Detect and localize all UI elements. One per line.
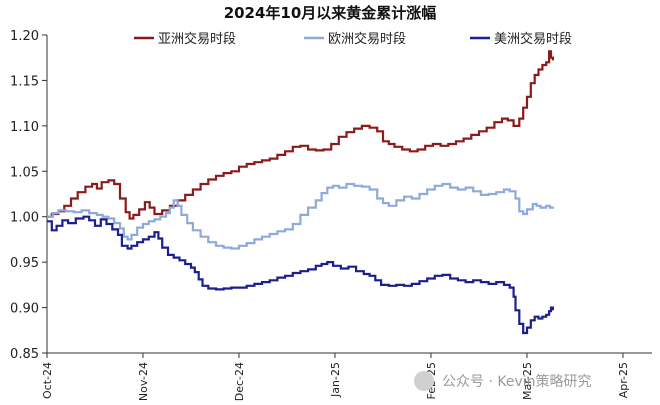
watermark-icon <box>414 371 434 391</box>
series-line-2 <box>47 182 554 250</box>
x-tick-label: Oct-24 <box>41 362 54 399</box>
y-tick-label: 1.15 <box>10 74 39 89</box>
x-tick-label: Mar-25 <box>521 362 534 400</box>
y-tick-label: 1.20 <box>10 29 39 44</box>
y-tick-label: 1.00 <box>10 211 39 226</box>
watermark: 公众号 · Kevin策略研究 <box>414 371 592 391</box>
series-line-1 <box>47 50 554 220</box>
watermark-text: 公众号 · Kevin策略研究 <box>442 373 592 390</box>
y-tick-label: 0.85 <box>10 347 39 362</box>
y-tick-label: 0.95 <box>10 256 39 271</box>
legend: 亚洲交易时段 欧洲交易时段 美洲交易时段 <box>134 31 572 47</box>
x-tick-label: Apr-25 <box>617 362 630 398</box>
legend-label-2: 欧洲交易时段 <box>328 31 406 47</box>
legend-label-3: 美洲交易时段 <box>494 31 572 47</box>
y-tick-label: 0.90 <box>10 302 39 317</box>
chart-title: 2024年10月以来黄金累计涨幅 <box>224 4 437 22</box>
series-line-3 <box>47 215 554 335</box>
y-tick-label: 1.05 <box>10 165 39 180</box>
x-tick-label: Nov-24 <box>137 362 150 401</box>
x-tick-label: Dec-24 <box>233 362 246 401</box>
plot-area <box>47 50 554 335</box>
y-tick-label: 1.10 <box>10 120 39 135</box>
legend-label-1: 亚洲交易时段 <box>158 31 236 47</box>
x-axis: Oct-24Nov-24Dec-24Jan-25Feb-25Mar-25Apr-… <box>41 352 652 401</box>
x-tick-label: Jan-25 <box>329 362 342 398</box>
y-axis: 0.85 0.90 0.95 1.00 1.05 1.10 1.15 1.20 <box>10 29 48 362</box>
